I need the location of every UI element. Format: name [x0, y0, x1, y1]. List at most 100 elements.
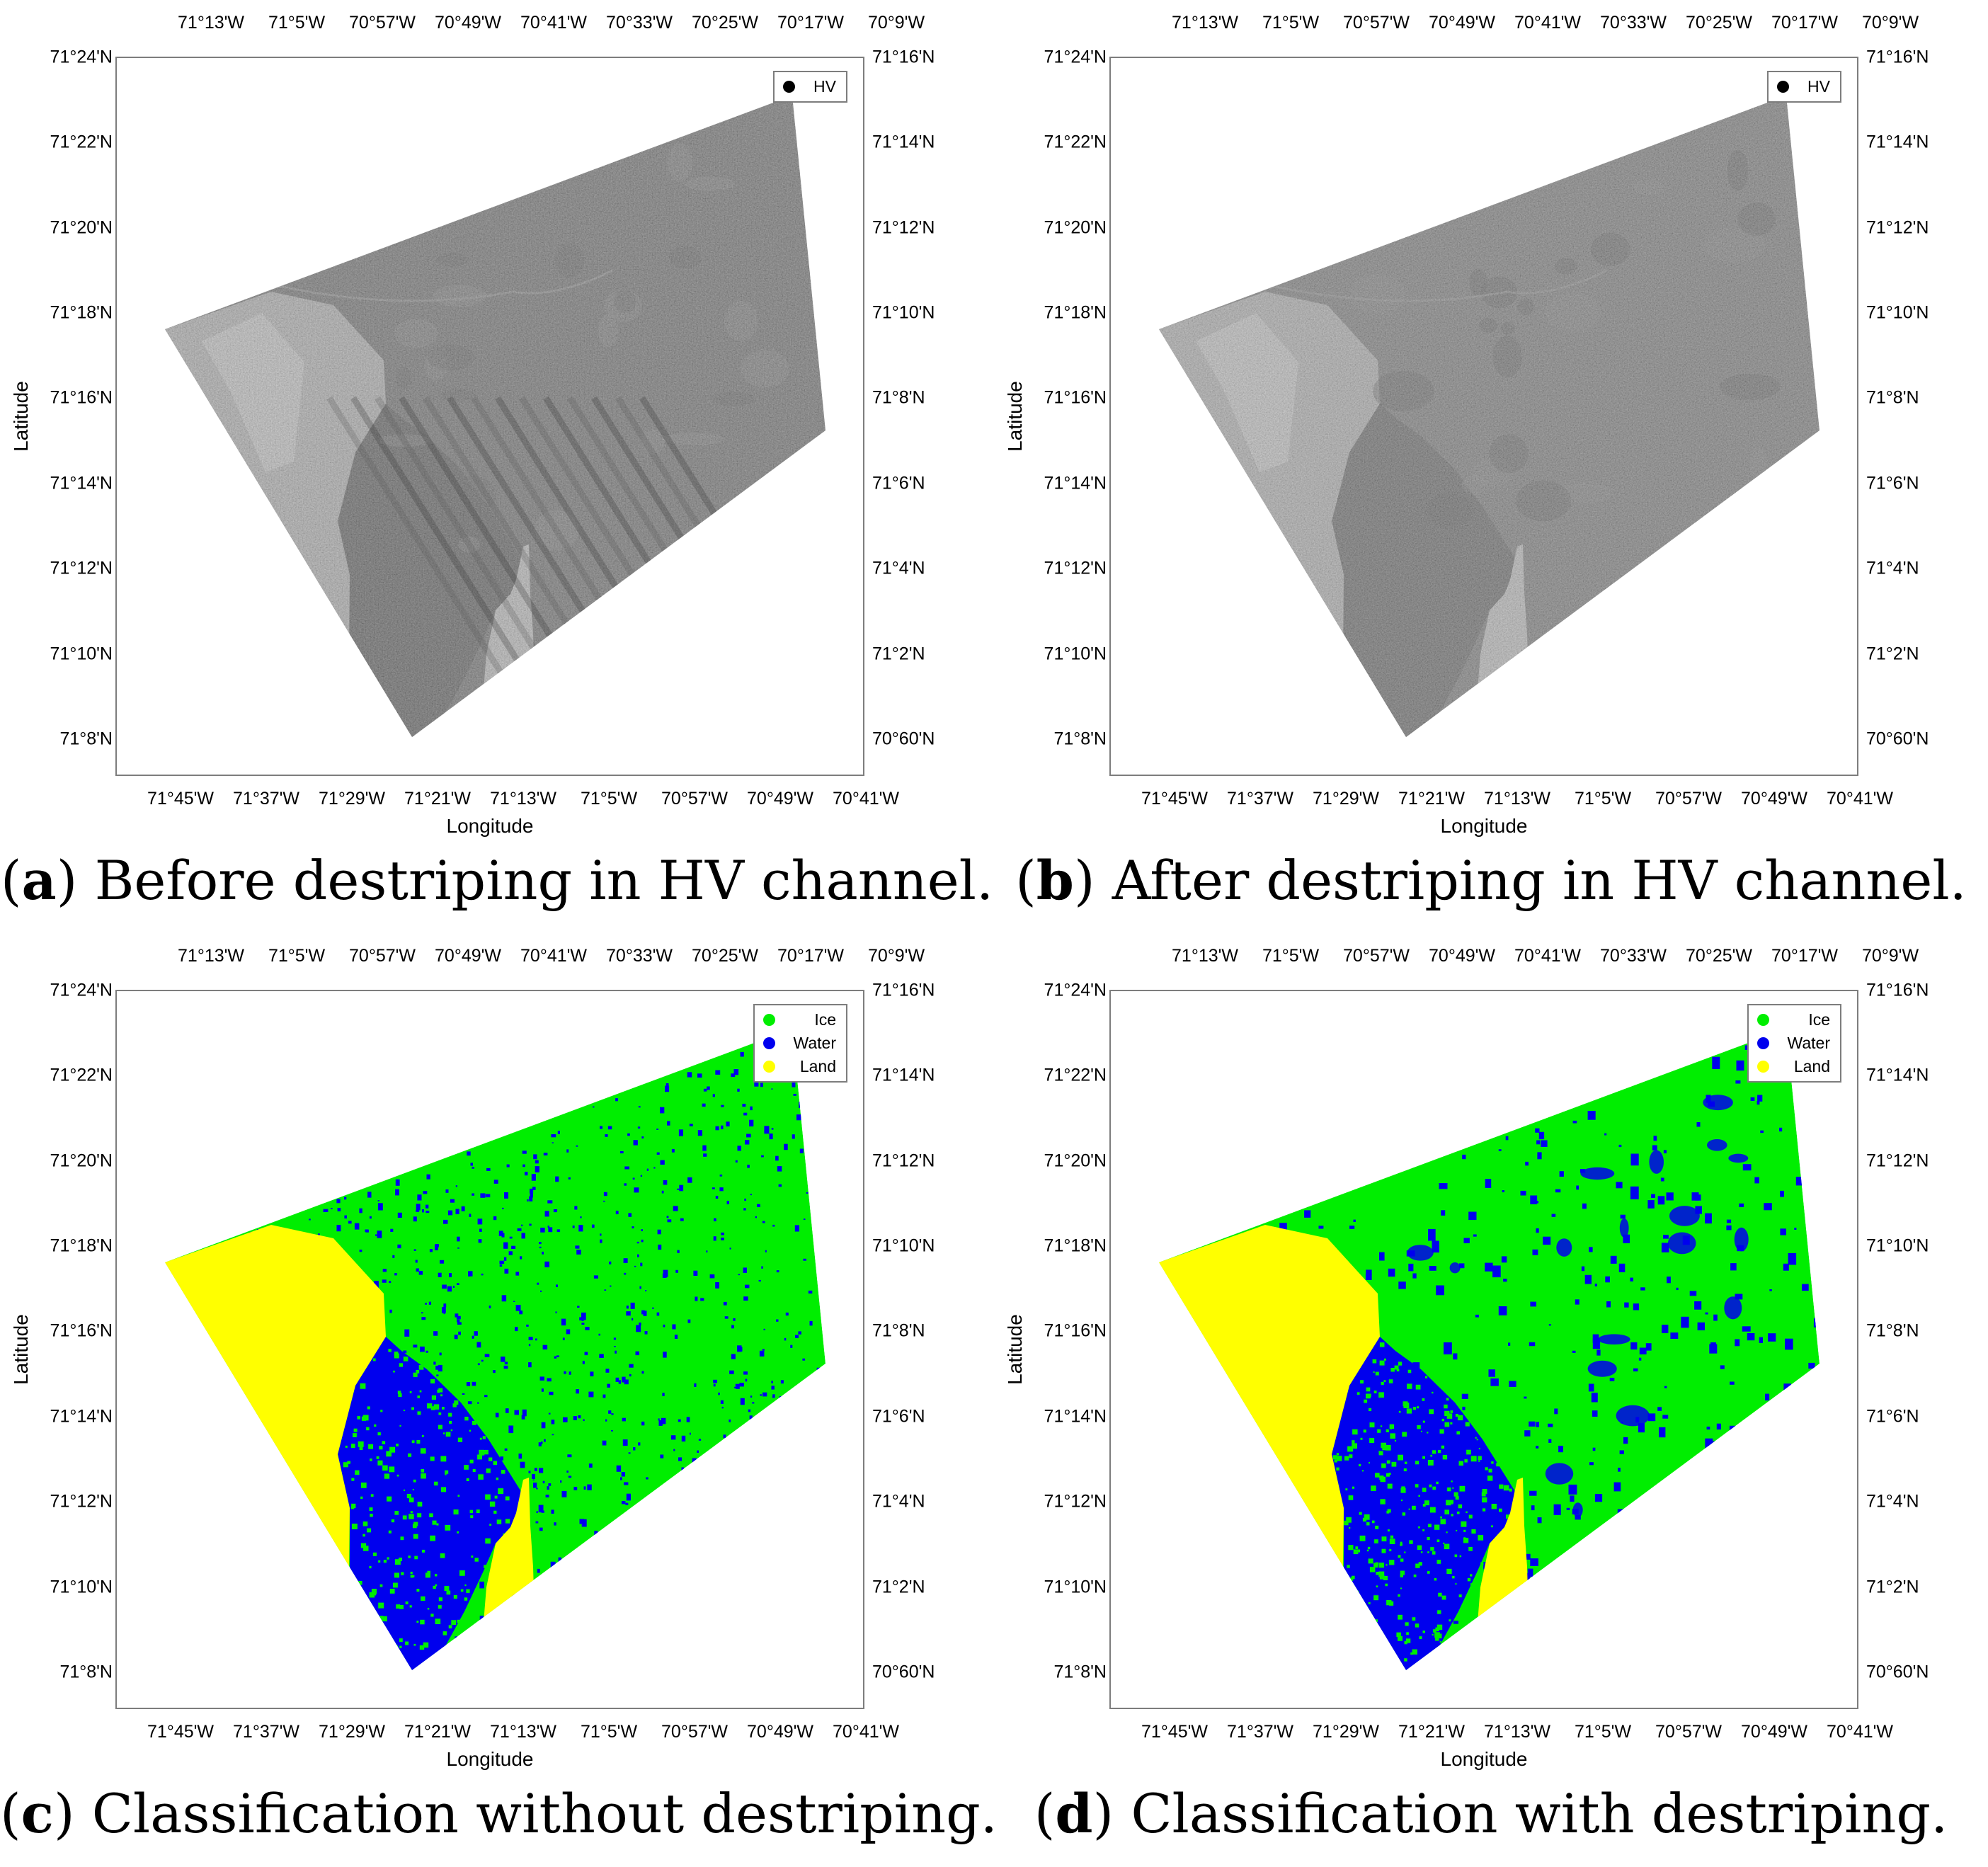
ice-pixel: [378, 1560, 381, 1563]
water-pixel: [1640, 1287, 1645, 1291]
ice-pixel: [425, 1572, 430, 1578]
water-pixel: [1633, 1303, 1640, 1311]
water-pixel: [563, 1417, 568, 1422]
ice-pixel: [1389, 1424, 1395, 1429]
left-latitude-tick: 71°22'N: [50, 132, 113, 152]
water-pixel: [580, 1216, 582, 1218]
ice-pixel: [1376, 1572, 1379, 1575]
water-pixel: [784, 1143, 788, 1151]
water-pixel: [425, 1303, 427, 1305]
legend: Ice Water Land: [753, 1004, 847, 1083]
legend-label: Ice: [814, 1010, 836, 1029]
ice-pixel: [489, 1457, 493, 1461]
water-pixel: [671, 1148, 675, 1153]
right-latitude-tick: 71°14'N: [1866, 132, 1929, 152]
water-pixel: [637, 1126, 641, 1129]
ice-pixel: [1458, 1594, 1462, 1598]
ice-pixel: [379, 1446, 383, 1450]
water-patch: [1616, 1405, 1650, 1427]
ice-pixel: [1400, 1541, 1403, 1544]
ice-pixel: [1461, 1521, 1467, 1527]
right-latitude-tick: 71°10'N: [872, 1235, 935, 1256]
top-longitude-tick: 70°33'W: [1600, 946, 1667, 966]
water-pixel: [456, 1315, 461, 1320]
left-latitude-tick: 71°12'N: [50, 1491, 113, 1512]
water-pixel: [721, 1232, 724, 1235]
water-pixel: [1747, 1333, 1755, 1341]
water-pixel: [1531, 1505, 1535, 1511]
water-pixel: [573, 1487, 578, 1490]
water-pixel: [639, 1323, 641, 1326]
top-longitude-tick: 70°25'W: [692, 946, 758, 966]
bottom-longitude-tick: 70°41'W: [1827, 789, 1893, 809]
bottom-longitude-tick: 71°29'W: [319, 1722, 385, 1742]
water-pixel: [1548, 1324, 1551, 1326]
water-pixel: [1575, 1299, 1579, 1305]
water-pixel: [1408, 1263, 1414, 1272]
bottom-longitude-tick: 70°41'W: [1827, 1722, 1893, 1742]
ice-pixel: [427, 1570, 430, 1575]
water-pixel: [531, 1174, 536, 1181]
left-latitude-tick: 71°14'N: [50, 1406, 113, 1427]
ice-pixel: [448, 1412, 452, 1417]
right-latitude-tick: 71°14'N: [1866, 1065, 1929, 1085]
ice-pixel: [369, 1507, 373, 1512]
water-pixel: [1780, 1190, 1784, 1197]
water-pixel: [737, 1088, 740, 1092]
ice-pixel: [438, 1597, 442, 1601]
ice-pixel: [421, 1435, 424, 1437]
water-pixel: [539, 1242, 542, 1245]
water-pixel: [1591, 1393, 1598, 1403]
water-pixel: [583, 1486, 586, 1490]
water-pixel: [1594, 1494, 1603, 1502]
water-pixel: [1660, 1177, 1664, 1182]
ice-pixel: [416, 1621, 419, 1623]
ice-pixel: [472, 1469, 476, 1473]
ice-pixel: [412, 1575, 415, 1577]
water-pixel: [1463, 1238, 1470, 1243]
water-pixel: [397, 1244, 401, 1249]
water-pixel: [1524, 1430, 1531, 1437]
water-pixel: [533, 1154, 537, 1160]
right-latitude-tick: 71°6'N: [872, 473, 925, 493]
ice-pixel: [1388, 1379, 1393, 1383]
ice-pixel: [1380, 1499, 1386, 1505]
water-patch: [1669, 1206, 1700, 1226]
water-pixel: [613, 1337, 617, 1340]
right-latitude-tick: 71°12'N: [872, 1151, 935, 1171]
top-longitude-tick: 70°17'W: [777, 946, 844, 966]
water-patch: [1724, 1296, 1742, 1320]
ice-pixel: [1381, 1442, 1386, 1449]
ice-pixel: [1348, 1495, 1354, 1500]
legend-marker-icon: [1756, 1014, 1769, 1026]
ice-pixel: [1436, 1539, 1440, 1543]
ice-pixel: [1417, 1406, 1419, 1409]
right-latitude-tick: 71°6'N: [1866, 1406, 1919, 1427]
ice-pixel: [372, 1358, 376, 1361]
ice-pixel: [1499, 1484, 1504, 1489]
water-pixel: [382, 1269, 387, 1272]
ice-pixel: [1362, 1606, 1368, 1611]
ice-pixel: [1336, 1467, 1339, 1471]
water-pixel: [1582, 1203, 1587, 1209]
ice-pixel: [410, 1571, 413, 1575]
bottom-longitude-tick: 71°37'W: [1227, 789, 1293, 809]
ice-pixel: [1441, 1445, 1445, 1449]
ice-pixel: [1346, 1517, 1352, 1523]
ice-pixel: [1437, 1610, 1441, 1614]
water-pixel: [816, 1367, 822, 1374]
water-pixel: [457, 1322, 462, 1325]
right-latitude-tick: 71°12'N: [872, 217, 935, 238]
water-pixel: [503, 1257, 507, 1261]
water-pixel: [518, 1454, 522, 1459]
water-pixel: [1379, 1252, 1385, 1261]
water-pixel: [1783, 1263, 1789, 1271]
ice-pixel: [436, 1523, 439, 1526]
ice-pixel: [418, 1441, 420, 1444]
ice-pixel: [1412, 1505, 1416, 1510]
ice-pixel: [1428, 1524, 1432, 1528]
water-pixel: [622, 1439, 628, 1446]
ice-pixel: [1441, 1418, 1444, 1422]
water-pixel: [530, 1188, 534, 1194]
ice-pixel: [384, 1473, 390, 1479]
